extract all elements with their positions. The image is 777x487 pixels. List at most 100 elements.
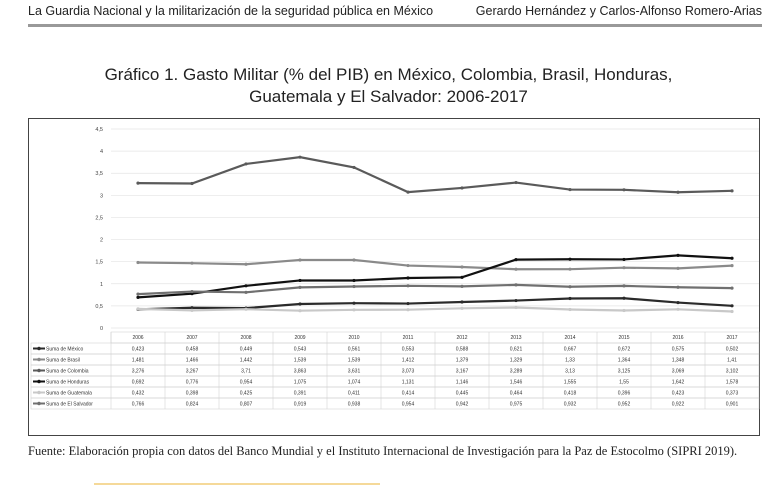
legend-point-marker — [37, 379, 41, 384]
data-point — [460, 306, 464, 310]
x-tick-label: 2014 — [564, 335, 575, 341]
legend-label: Suma de Brasil — [46, 358, 80, 364]
x-tick-label: 2006 — [132, 335, 143, 341]
data-label: 0,932 — [564, 402, 577, 408]
data-label: 0,398 — [186, 391, 199, 397]
data-point — [298, 258, 302, 262]
data-label: 0,667 — [564, 347, 577, 353]
series-line-suma-de-guatemala — [137, 306, 733, 313]
data-point — [568, 187, 572, 192]
data-point — [676, 190, 680, 194]
legend-label: Suma de Guatemala — [46, 391, 92, 397]
data-label: 0,464 — [510, 391, 523, 397]
data-point — [622, 188, 626, 192]
data-label: 0,901 — [726, 402, 739, 408]
y-tick-label: 3,5 — [95, 171, 103, 177]
data-label: 1,364 — [618, 358, 631, 364]
data-point — [622, 296, 626, 300]
y-tick-label: 2,5 — [95, 215, 103, 221]
data-point — [622, 257, 626, 262]
data-point — [406, 190, 410, 194]
data-point — [190, 261, 194, 265]
data-label: 0,411 — [348, 391, 360, 397]
chart-title-line2: Guatemala y El Salvador: 2006-2017 — [249, 87, 528, 106]
y-tick-label: 2 — [100, 238, 103, 244]
data-label: 0,423 — [672, 391, 685, 397]
data-label: 1,55 — [619, 380, 629, 386]
data-label: 0,942 — [456, 402, 469, 408]
data-point — [136, 292, 140, 296]
data-label: 1,412 — [402, 358, 415, 364]
y-tick-label: 3 — [100, 193, 103, 199]
data-label: 0,952 — [618, 402, 631, 408]
data-label: 0,692 — [132, 380, 145, 386]
data-point — [514, 283, 518, 287]
data-label: 0,543 — [294, 347, 307, 353]
header-rule — [28, 24, 762, 27]
data-label: 0,432 — [132, 391, 145, 397]
data-point — [298, 278, 302, 283]
data-point — [460, 300, 464, 304]
series-line-suma-de-méxico — [137, 297, 733, 311]
data-label: 1,481 — [132, 358, 145, 364]
data-label: 3,289 — [510, 369, 523, 375]
data-label: 3,276 — [132, 369, 145, 375]
data-point — [730, 286, 734, 290]
chart-title-line1: Gráfico 1. Gasto Militar (% del PIB) en … — [104, 65, 673, 84]
data-label: 0,445 — [456, 391, 469, 397]
data-label: 0,824 — [186, 402, 199, 408]
data-point — [676, 307, 680, 311]
x-tick-label: 2009 — [294, 335, 305, 341]
data-point — [622, 308, 626, 313]
data-label: 0,919 — [294, 402, 307, 408]
data-point — [460, 265, 464, 269]
data-point — [568, 285, 572, 289]
data-label: 3,102 — [726, 369, 739, 375]
data-point — [298, 309, 302, 313]
data-point — [676, 253, 680, 257]
x-tick-label: 2012 — [456, 335, 467, 341]
data-point — [244, 284, 248, 288]
data-point — [406, 301, 410, 306]
series-line-suma-de-colombia — [137, 156, 733, 194]
data-point — [244, 290, 248, 294]
legend-label: Suma de El Salvador — [46, 402, 93, 408]
data-label: 3,71 — [241, 369, 251, 375]
decorative-rule — [94, 483, 380, 485]
data-point — [244, 307, 248, 311]
data-point — [190, 308, 194, 312]
data-point — [298, 302, 302, 306]
data-point — [568, 307, 572, 312]
legend-label: Suma de Honduras — [46, 380, 90, 386]
data-point — [352, 308, 356, 312]
y-tick-label: 4 — [100, 149, 103, 155]
data-label: 0,588 — [456, 347, 469, 353]
source-note: Fuente: Elaboración propia con datos del… — [28, 444, 738, 458]
y-tick-label: 4,5 — [95, 127, 103, 133]
data-label: 0,561 — [348, 347, 361, 353]
legend-point-marker — [37, 346, 41, 351]
series-line-suma-de-el-salvador — [137, 283, 733, 296]
data-label: 0,423 — [132, 347, 145, 353]
data-point — [622, 266, 626, 270]
data-point — [730, 309, 734, 314]
data-point — [190, 289, 194, 294]
line-chart: 0 0,5 1 1,5 2 2,5 3 3,5 4 4,5 2006 2007 2008 2009 2010… — [30, 127, 760, 410]
header-title: La Guardia Nacional y la militarización … — [28, 4, 434, 18]
data-label: 0,396 — [618, 391, 631, 397]
data-label: 1,539 — [348, 358, 361, 364]
data-point — [730, 264, 734, 268]
data-point — [190, 181, 194, 186]
data-label: 1,642 — [672, 380, 685, 386]
data-point — [136, 295, 140, 299]
data-point — [460, 275, 464, 279]
data-point — [406, 276, 410, 280]
data-point — [730, 256, 734, 260]
data-label: 0,553 — [402, 347, 415, 353]
data-point — [568, 257, 572, 261]
data-label: 3,267 — [186, 369, 199, 375]
header-authors: Gerardo Hernández y Carlos-Alfonso Romer… — [475, 4, 762, 18]
data-point — [568, 296, 572, 301]
data-label: 0,418 — [564, 391, 577, 397]
data-label: 1,146 — [456, 380, 469, 386]
